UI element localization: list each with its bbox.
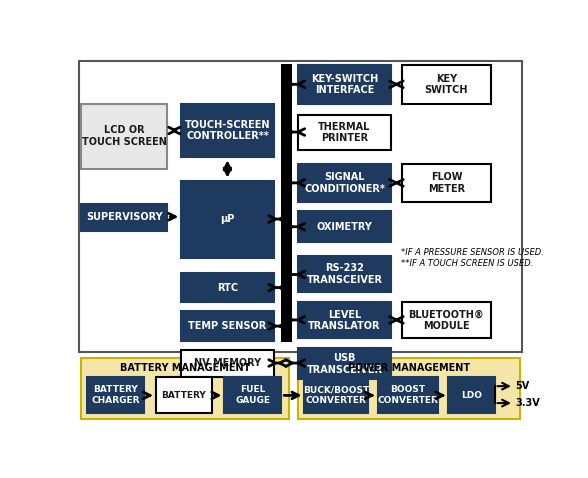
Text: BATTERY MANAGEMENT: BATTERY MANAGEMENT [120,363,250,373]
Text: NV MEMORY: NV MEMORY [194,358,261,369]
Text: BATTERY
CHARGER: BATTERY CHARGER [92,385,140,405]
Text: TOUCH-SCREEN
CONTROLLER**: TOUCH-SCREEN CONTROLLER** [185,120,270,141]
Bar [298,163,390,202]
Bar [281,64,292,342]
Text: LCD OR
TOUCH SCREEN: LCD OR TOUCH SCREEN [82,126,166,147]
Text: KEY-SWITCH
INTERFACE: KEY-SWITCH INTERFACE [311,74,378,95]
Text: SIGNAL
CONDITIONER*: SIGNAL CONDITIONER* [304,172,385,194]
Text: RS-232
TRANSCEIVER: RS-232 TRANSCEIVER [306,263,382,285]
Bar [298,256,390,292]
Bar [449,377,495,413]
Text: BLUETOOTH®
MODULE: BLUETOOTH® MODULE [409,310,485,331]
Bar [81,104,168,169]
Bar [298,211,390,242]
Text: FUEL
GAUGE: FUEL GAUGE [235,385,270,405]
Text: POWER MANAGEMENT: POWER MANAGEMENT [348,363,470,373]
Bar [87,377,144,413]
Bar [81,204,168,230]
Text: BATTERY: BATTERY [162,391,206,400]
Bar [402,302,491,338]
Text: LEVEL
TRANSLATOR: LEVEL TRANSLATOR [308,310,380,331]
Text: THERMAL
PRINTER: THERMAL PRINTER [318,121,370,143]
Bar [402,163,491,202]
Bar [298,65,390,104]
Bar [181,312,273,341]
Text: LDO: LDO [461,391,482,400]
Bar [298,302,390,338]
Bar [79,61,522,352]
Text: 5V: 5V [516,381,530,391]
Bar [377,377,439,413]
Bar [181,350,273,377]
Bar [181,273,273,302]
Text: *IF A PRESSURE SENSOR IS USED.
**IF A TOUCH SCREEN IS USED.: *IF A PRESSURE SENSOR IS USED. **IF A TO… [400,248,543,268]
Text: USB
TRANSCEIVER: USB TRANSCEIVER [306,353,382,375]
Text: SUPERVISORY: SUPERVISORY [86,212,162,222]
Bar [305,377,368,413]
Bar [298,358,520,419]
Text: KEY
SWITCH: KEY SWITCH [425,74,468,95]
Bar [225,377,281,413]
Bar [298,348,390,379]
Text: RTC: RTC [217,282,238,293]
Text: FLOW
METER: FLOW METER [428,172,465,194]
Text: TEMP SENSOR: TEMP SENSOR [188,321,266,331]
Text: BOOST
CONVERTER: BOOST CONVERTER [377,385,439,405]
Bar [181,104,273,157]
Bar [81,358,289,419]
Bar [402,65,491,104]
Bar [298,115,390,150]
Text: BUCK/BOOST
CONVERTER: BUCK/BOOST CONVERTER [303,385,369,405]
Bar [156,377,212,413]
Text: OXIMETRY: OXIMETRY [316,222,372,232]
Text: 3.3V: 3.3V [516,398,540,408]
Bar [181,181,273,258]
Text: μP: μP [220,214,235,224]
